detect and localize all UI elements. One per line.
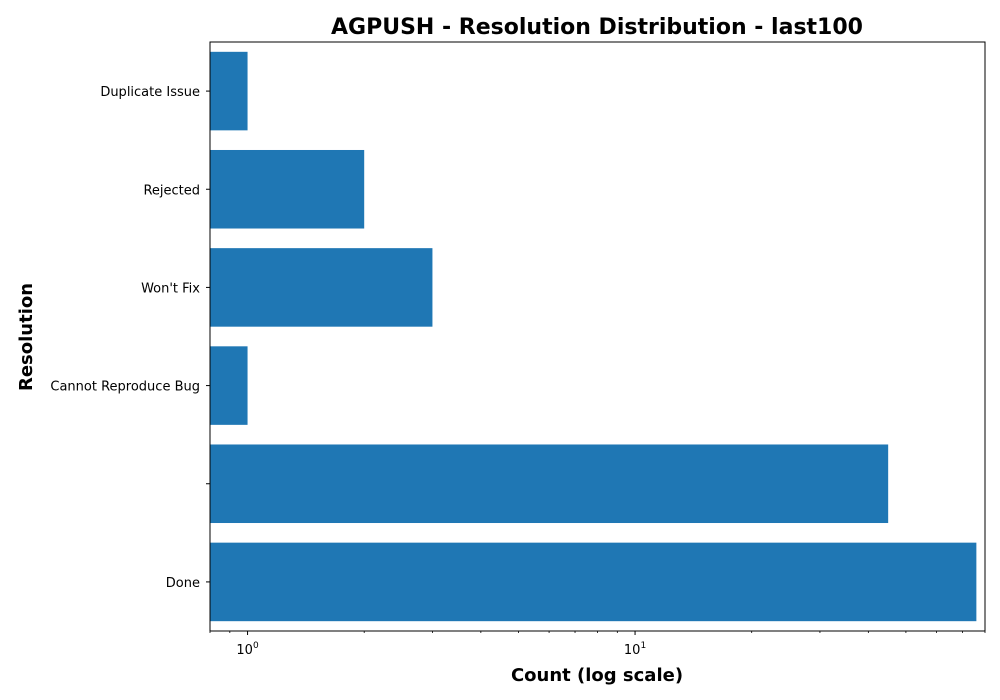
plot-frame	[209, 41, 986, 632]
chart-title: AGPUSH - Resolution Distribution - last1…	[331, 15, 863, 40]
y-tick-label: Rejected	[143, 183, 200, 198]
x-tick-label: 100	[236, 641, 259, 658]
x-tick-label: 101	[624, 641, 646, 658]
y-tick-label: Done	[166, 576, 200, 591]
y-tick-label: Duplicate Issue	[100, 85, 200, 100]
y-tick-label: Won't Fix	[141, 281, 200, 296]
bars-group	[210, 51, 977, 622]
x-tick-base: 10	[624, 643, 641, 658]
x-tick-base: 10	[236, 643, 253, 658]
bar	[210, 542, 977, 622]
x-tick-exponent: 0	[253, 641, 259, 651]
bar	[210, 346, 248, 425]
y-axis-label: Resolution	[16, 283, 37, 391]
bar	[210, 248, 433, 327]
y-tick-label: Cannot Reproduce Bug	[50, 380, 200, 395]
x-tick-exponent: 1	[640, 641, 646, 651]
x-axis-label: Count (log scale)	[511, 665, 683, 686]
x-ticks-group: 100 101	[209, 631, 986, 658]
bar	[210, 51, 248, 131]
bar	[210, 149, 365, 229]
y-ticks-group: Duplicate Issue Rejected Won't Fix Cannot R…	[50, 85, 210, 591]
bar	[210, 444, 889, 524]
